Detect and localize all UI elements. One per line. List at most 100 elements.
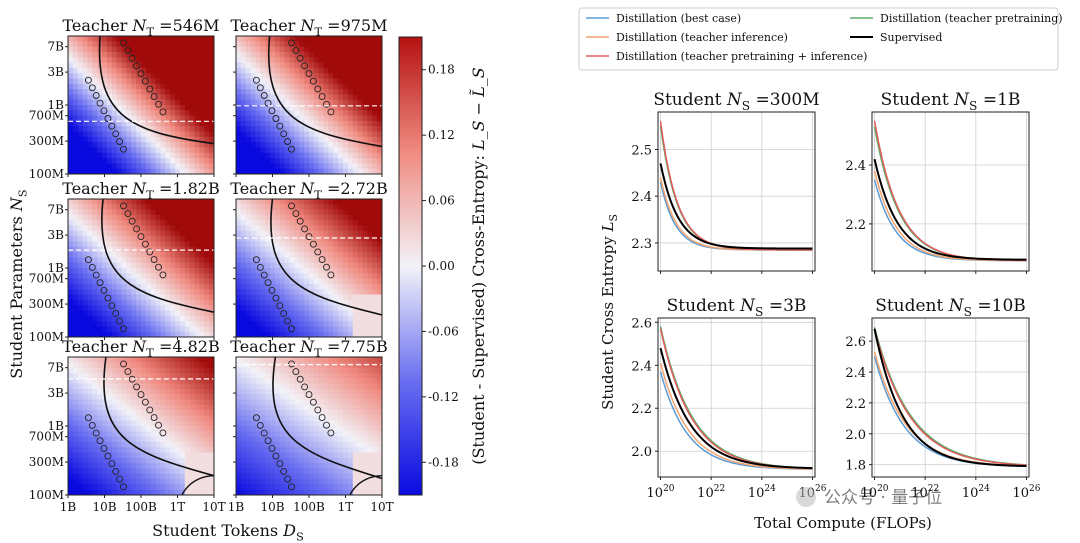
heatmap-cell: [284, 447, 290, 453]
heatmap-cell: [377, 484, 383, 491]
heatmap-cell: [338, 115, 344, 122]
data-marker: [120, 483, 127, 491]
heatmap-cell: [141, 310, 147, 317]
heatmap-cell: [150, 283, 156, 290]
heatmap-cell: [136, 357, 142, 363]
heatmap-cell: [184, 147, 191, 154]
heatmap-cell: [236, 158, 242, 164]
heatmap-cell: [255, 57, 261, 63]
heatmap-cell: [372, 447, 378, 453]
heatmap-cell: [333, 89, 339, 95]
heatmap-cell: [87, 452, 93, 459]
heatmap-cell: [77, 158, 83, 164]
heatmap-cell: [338, 83, 344, 90]
heatmap-cell: [184, 62, 191, 69]
heatmap-cell: [236, 199, 242, 205]
heatmap-cell: [323, 315, 329, 322]
heatmap-cell: [131, 420, 137, 427]
heatmap-cell: [175, 479, 181, 485]
heatmap-cell: [68, 41, 74, 48]
heatmap-cell: [145, 214, 152, 221]
heatmap-cell: [87, 372, 93, 379]
heatmap-cell: [92, 51, 98, 58]
y-tick-label: 700M: [29, 430, 64, 444]
heatmap-cell: [250, 73, 256, 79]
heatmap-cell: [265, 426, 271, 432]
heatmap-cell: [194, 278, 200, 285]
heatmap-cell: [289, 331, 295, 338]
heatmap-cell: [68, 426, 74, 432]
heatmap-cell: [82, 209, 88, 216]
heatmap-cell: [145, 199, 152, 205]
heatmap-cell: [313, 283, 320, 290]
heatmap-cell: [294, 326, 300, 333]
heatmap-cell: [194, 310, 200, 317]
heatmap-cell: [160, 479, 166, 485]
heatmap-cell: [160, 305, 166, 311]
heatmap-cell: [338, 246, 344, 253]
heatmap-cell: [77, 436, 83, 443]
heatmap-cell: [165, 252, 171, 258]
heatmap-cell: [199, 262, 205, 269]
heatmap-cell: [270, 399, 276, 406]
heatmap-cell: [338, 67, 344, 74]
heatmap-cell: [260, 142, 266, 148]
heatmap-cell: [279, 199, 286, 205]
heatmap-cell: [304, 452, 310, 459]
heatmap-cell: [189, 199, 195, 205]
heatmap-cell: [318, 268, 324, 274]
heatmap-cell: [245, 147, 251, 154]
heatmap-cell: [111, 99, 118, 106]
heatmap-cell: [106, 78, 113, 85]
heatmap-cell: [362, 262, 368, 269]
x-tick-label: 1T: [338, 500, 354, 514]
heatmap-cell: [189, 152, 195, 159]
heatmap-cell: [333, 489, 339, 496]
heatmap-cell: [92, 415, 98, 422]
heatmap-cell: [179, 268, 186, 274]
heatmap-cell: [270, 310, 276, 317]
heatmap-cell: [367, 283, 373, 290]
heatmap-cell: [299, 473, 305, 480]
heatmap-cell: [92, 158, 98, 164]
heatmap-cell: [240, 126, 247, 132]
heatmap-cell: [136, 326, 142, 333]
heatmap-cell: [352, 457, 359, 464]
heatmap-cell: [136, 83, 142, 90]
heatmap-cell: [160, 447, 166, 453]
heatmap-cell: [82, 136, 88, 143]
heatmap-cell: [116, 67, 122, 74]
heatmap-cell: [155, 41, 161, 48]
heatmap-cell: [116, 299, 122, 306]
heatmap-cell: [294, 78, 300, 85]
heatmap-cell: [175, 262, 181, 269]
heatmap-cell: [111, 225, 118, 232]
heatmap-cell: [97, 168, 103, 175]
heatmap-cell: [328, 78, 334, 85]
heatmap-cell: [250, 321, 256, 327]
heatmap-cell: [170, 404, 176, 411]
heatmap-cell: [260, 51, 266, 58]
heatmap-cell: [155, 163, 161, 170]
heatmap-cell: [289, 436, 295, 443]
heatmap-cell: [255, 489, 261, 496]
heatmap-cell: [102, 268, 108, 274]
heatmap-cell: [304, 89, 310, 95]
heatmap-cell: [377, 41, 383, 48]
heatmap-cell: [255, 431, 261, 438]
heatmap-cell: [260, 163, 266, 170]
heatmap-cell: [289, 225, 295, 232]
heatmap-cell: [106, 452, 113, 459]
heatmap-cell: [68, 484, 74, 491]
heatmap-cell: [175, 484, 181, 491]
heatmap-cell: [284, 473, 290, 480]
data-marker: [120, 360, 127, 368]
heatmap-cell: [77, 321, 83, 327]
heatmap-cell: [111, 168, 118, 175]
panel-title: Teacher NT =975M: [230, 16, 387, 38]
heatmap-cell: [289, 299, 295, 306]
heatmap-cell: [184, 83, 191, 90]
x-axis-label: Student Tokens DS: [152, 521, 304, 543]
heatmap-cell: [199, 447, 205, 453]
heatmap-cell: [304, 230, 310, 237]
